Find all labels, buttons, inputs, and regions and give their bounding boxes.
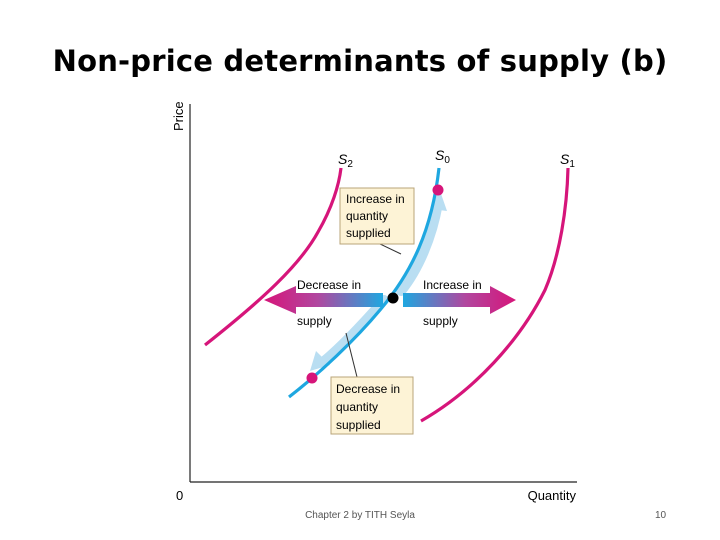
increase-supply-label-line1: Increase in xyxy=(423,278,482,292)
callout-decrease-line3: supplied xyxy=(336,418,381,432)
decrease-supply-label-line2: supply xyxy=(297,314,332,328)
callout-increase-line1: Increase in xyxy=(346,192,405,206)
curve-label-s0: S0 xyxy=(435,147,450,166)
x-axis-label: Quantity xyxy=(528,488,577,503)
callout-leader-increase xyxy=(379,243,402,255)
movement-down-along-s0 xyxy=(318,295,389,367)
increase-in-supply-arrow xyxy=(403,286,516,314)
callout-decrease-quantity-supplied: Decrease in quantity supplied xyxy=(330,376,414,435)
point-equilibrium-s0 xyxy=(387,292,399,304)
callout-decrease-line1: Decrease in xyxy=(336,382,400,396)
callout-leader-decrease xyxy=(345,332,358,378)
callout-increase-line2: quantity xyxy=(346,209,388,223)
decrease-in-supply-arrow xyxy=(264,286,383,314)
curve-label-s1: S1 xyxy=(560,151,575,170)
point-lower-s0 xyxy=(306,372,318,384)
page-number: 10 xyxy=(655,510,667,521)
origin-label: 0 xyxy=(176,488,183,503)
footer-text: Chapter 2 by TITH Seyla xyxy=(305,510,415,521)
increase-supply-label-line2: supply xyxy=(423,314,458,328)
supply-curve-s1 xyxy=(420,167,570,423)
callout-increase-line3: supplied xyxy=(346,226,391,240)
decrease-supply-label-line1: Decrease in xyxy=(297,278,361,292)
movement-up-along-s0 xyxy=(396,198,443,296)
callout-decrease-line2: quantity xyxy=(336,400,378,414)
supply-curve-s2 xyxy=(204,167,343,347)
supply-curve-s0 xyxy=(288,167,441,399)
movement-up-arrowhead xyxy=(431,188,447,211)
y-axis-label: Price xyxy=(171,101,186,131)
curve-label-s2: S2 xyxy=(338,151,353,170)
callout-increase-quantity-supplied: Increase in quantity supplied xyxy=(339,187,415,245)
point-upper-s0 xyxy=(432,184,444,196)
slide-title: Non-price determinants of supply (b) xyxy=(52,44,668,78)
